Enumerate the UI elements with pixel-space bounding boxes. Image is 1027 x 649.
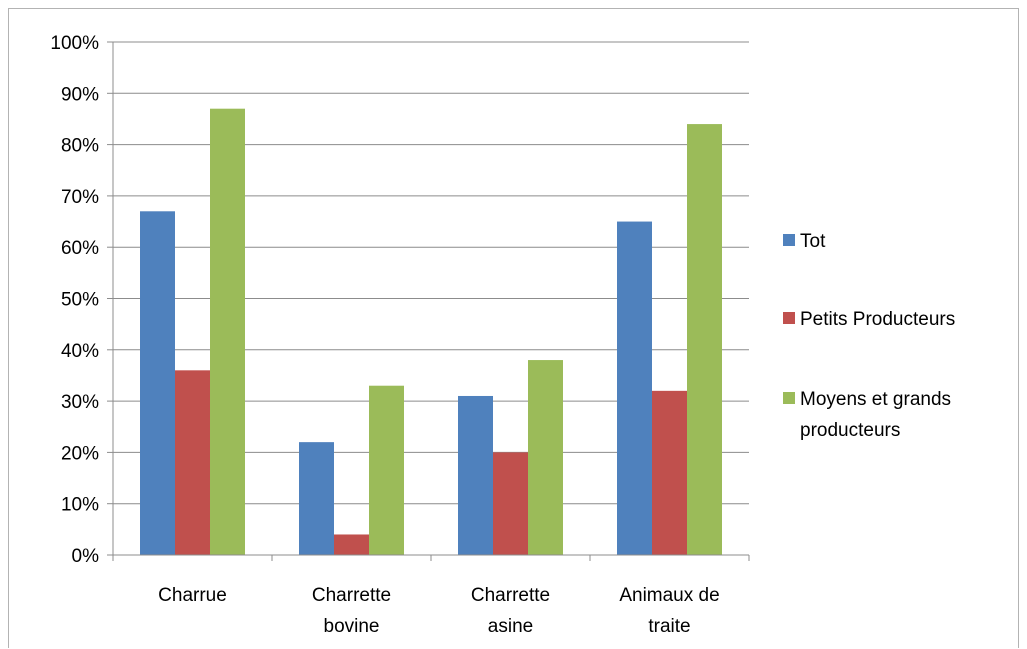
bar [652, 390, 687, 555]
y-tick-label: 10% [61, 495, 99, 516]
x-category-label: Animaux de traite [619, 585, 719, 637]
legend-swatch [783, 312, 795, 324]
y-tick-label: 30% [61, 392, 99, 413]
x-category-label: Charrue [158, 585, 227, 606]
y-tick-label: 0% [72, 546, 100, 567]
bars [140, 108, 722, 556]
bar [528, 360, 563, 555]
bar [458, 395, 493, 555]
bar [140, 211, 175, 556]
y-tick-label: 50% [61, 290, 99, 311]
legend-label: Tot [800, 231, 826, 252]
bar [617, 221, 652, 556]
chart-area: 0% 10% 20% 30% 40% 50% 60% 70% 80% 90% 100% Charru… [8, 8, 1019, 648]
bar [210, 108, 245, 555]
y-tick-label: 70% [61, 187, 99, 208]
bar [299, 442, 334, 555]
legend-swatch [783, 234, 795, 246]
bar [369, 385, 404, 555]
bar-chart: 0% 10% 20% 30% 40% 50% 60% 70% 80% 90% 100% Charru… [50, 33, 955, 637]
y-tick-label: 100% [50, 33, 99, 54]
y-tick-labels: 0% 10% 20% 30% 40% 50% 60% 70% 80% 90% 100% [50, 33, 99, 567]
bar [493, 452, 528, 555]
bar [687, 124, 722, 555]
bar [334, 534, 369, 555]
x-category-label: Charrette bovine [312, 585, 391, 637]
legend-label: Petits Producteurs [800, 309, 955, 330]
legend: Tot Petits Producteurs Moyens et grands pro… [783, 231, 955, 441]
y-tick-label: 80% [61, 136, 99, 157]
y-tick-label: 90% [61, 84, 99, 105]
legend-swatch [783, 392, 795, 404]
x-category-label: Charrette asine [471, 585, 550, 637]
y-tick-label: 60% [61, 238, 99, 259]
bar [175, 370, 210, 555]
legend-label: Moyens et grands producteurs [800, 389, 951, 441]
x-category-labels: Charrue Charrette bovine Charrette asine Anim… [158, 585, 720, 637]
axes [107, 41, 750, 561]
y-tick-label: 20% [61, 443, 99, 464]
y-tick-label: 40% [61, 341, 99, 362]
